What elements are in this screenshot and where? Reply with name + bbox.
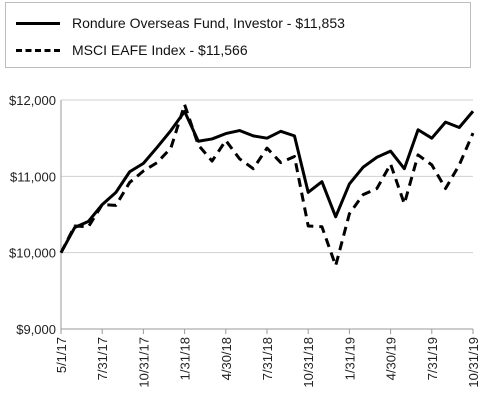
series-line-fund — [59, 109, 475, 254]
x-tick-label: 1/31/19 — [342, 337, 357, 380]
legend-swatch-solid-line — [16, 21, 60, 25]
x-tick-label: 10/31/17 — [136, 337, 151, 388]
y-tick-label: $12,000 — [9, 93, 56, 108]
x-tick-label: 7/31/18 — [260, 337, 275, 380]
x-tick-label: 1/31/18 — [178, 337, 193, 380]
legend-item-index: MSCI EAFE Index - $11,566 — [6, 39, 248, 61]
y-tick-label: $10,000 — [9, 246, 56, 261]
y-tick-label: $11,000 — [10, 169, 56, 184]
x-tick-label: 4/30/18 — [219, 337, 234, 380]
x-tick-label: 7/31/17 — [95, 337, 110, 380]
x-tick-label: 4/30/19 — [384, 337, 399, 380]
series-line-index — [59, 103, 475, 268]
legend-item-fund: Rondure Overseas Fund, Investor - $11,85… — [6, 12, 345, 34]
x-tick-label: 10/31/18 — [301, 337, 316, 388]
legend-label-index: MSCI EAFE Index - $11,566 — [72, 42, 248, 58]
x-tick-label: 10/31/19 — [466, 337, 481, 388]
legend-label-fund: Rondure Overseas Fund, Investor - $11,85… — [72, 15, 345, 31]
y-tick-label: $9,000 — [16, 322, 56, 337]
x-tick-label: 7/31/19 — [425, 337, 440, 380]
x-tick-label: 5/1/17 — [54, 337, 69, 373]
chart-legend: Rondure Overseas Fund, Investor - $11,85… — [5, 2, 471, 68]
legend-swatch-dashed-line — [16, 48, 60, 52]
